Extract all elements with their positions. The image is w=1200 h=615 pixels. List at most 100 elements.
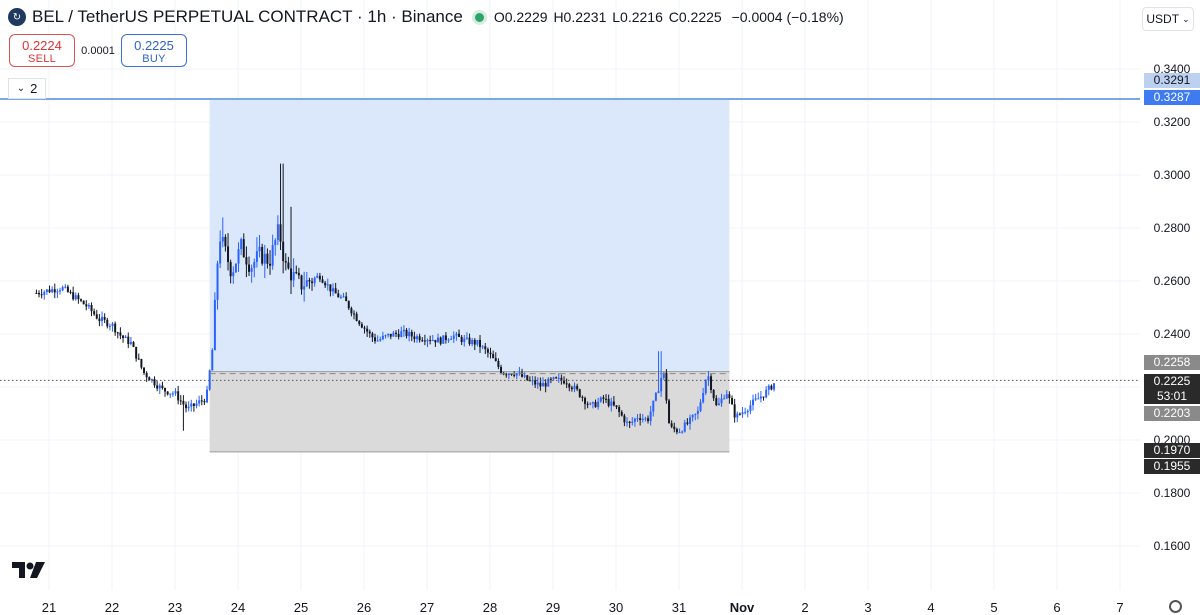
currency-selector[interactable]: USDT ⌄: [1142, 7, 1194, 31]
symbol-header: ↻ BEL / TetherUS PERPETUAL CONTRACT · 1h…: [8, 6, 846, 28]
candle-body: [376, 340, 379, 342]
price-axis[interactable]: 0.34000.32000.30000.28000.26000.24000.20…: [1142, 0, 1200, 590]
candle-body: [618, 407, 621, 412]
ohlc-low: L0.2216: [612, 9, 663, 25]
price-tick-label: 0.2400: [1154, 327, 1191, 341]
profit-zone[interactable]: [209, 98, 730, 372]
ohlc-close: C0.2225: [668, 9, 722, 25]
candle-body: [321, 279, 324, 283]
candle-body: [626, 421, 629, 423]
candle-body: [255, 251, 258, 262]
candle-body: [279, 224, 282, 242]
time-tick-label: 25: [294, 600, 308, 615]
candle-body: [311, 281, 314, 284]
candle-body: [200, 400, 203, 402]
price-tick-label: 0.3200: [1154, 115, 1191, 129]
candle-body: [521, 372, 524, 377]
candle-body: [473, 339, 476, 345]
candle-body: [620, 411, 623, 416]
candle-body: [182, 400, 185, 405]
candle-body: [405, 329, 408, 337]
symbol-title[interactable]: BEL / TetherUS PERPETUAL CONTRACT · 1h ·…: [32, 7, 463, 26]
candle-body: [547, 378, 550, 387]
candle-body: [423, 340, 426, 342]
candle-body: [686, 422, 689, 424]
candle-body: [526, 375, 529, 381]
candle-body: [303, 286, 306, 290]
candle-body: [668, 400, 671, 424]
candle-body: [444, 335, 447, 341]
candle-body: [565, 383, 568, 385]
candle-body: [245, 257, 248, 265]
candle-body: [704, 380, 707, 394]
candle-body: [326, 284, 329, 286]
candle-body: [221, 236, 224, 242]
time-axis[interactable]: 21 22 23 24 25 26 27 28 29 30 31 Nov 2 3 4 5 6 7: [42, 600, 1124, 615]
candle-body: [599, 397, 602, 402]
candle-body: [192, 403, 195, 406]
candle-body: [759, 396, 762, 399]
price-label-grey: 0.2203: [1144, 406, 1200, 421]
candle-body: [641, 418, 644, 421]
time-tick-label: 27: [420, 600, 434, 615]
trade-panel: 0.2224 SELL 0.0001 0.2225 BUY: [9, 34, 187, 67]
candle-body: [633, 418, 636, 422]
candle-body: [35, 292, 38, 294]
candle-body: [418, 336, 421, 341]
candle-body: [206, 389, 209, 403]
candle-body: [266, 253, 269, 264]
candle-body: [767, 385, 770, 390]
candle-body: [242, 239, 245, 258]
time-tick-label: 22: [105, 600, 119, 615]
candle-body: [458, 333, 461, 337]
candle-body: [177, 391, 180, 401]
candle-body: [250, 267, 253, 272]
ohlc-high: H0.2231: [553, 9, 607, 25]
candle-body: [544, 383, 547, 387]
candle-body: [654, 393, 657, 401]
sell-button[interactable]: 0.2224 SELL: [9, 34, 75, 67]
candle-body: [610, 401, 613, 406]
candle-body: [528, 380, 531, 382]
buy-button[interactable]: 0.2225 BUY: [121, 34, 187, 67]
candle-body: [38, 292, 41, 295]
indicators-toggle[interactable]: ⌄ 2: [8, 78, 46, 99]
candle-body: [770, 385, 773, 390]
buy-price: 0.2225: [134, 38, 174, 53]
time-tick-label: 23: [168, 600, 182, 615]
candle-body: [72, 292, 75, 300]
candle-body: [631, 421, 634, 423]
time-tick-label: 4: [927, 600, 934, 615]
time-tick-label: 7: [1116, 600, 1123, 615]
candle-body: [129, 342, 132, 344]
candle-body: [85, 304, 88, 307]
candle-body: [471, 339, 474, 345]
price-tick-label: 0.3000: [1154, 168, 1191, 182]
tradingview-logo-icon[interactable]: [12, 562, 46, 578]
candle-body: [479, 339, 482, 348]
candle-body: [87, 305, 90, 307]
candle-body: [765, 389, 768, 398]
loss-zone[interactable]: [209, 371, 730, 452]
chevron-down-icon: ⌄: [1182, 13, 1190, 24]
candle-body: [597, 401, 600, 408]
settings-gear-icon[interactable]: [1169, 600, 1182, 613]
candle-body: [158, 385, 161, 389]
position-zones[interactable]: [0, 97, 1140, 453]
candle-body: [77, 295, 80, 300]
time-tick-label: 29: [546, 600, 560, 615]
candle-body: [694, 413, 697, 415]
candle-body: [492, 354, 495, 359]
candle-body: [455, 333, 458, 336]
candle-body: [195, 403, 198, 406]
candle-body: [64, 286, 67, 288]
candle-body: [707, 376, 710, 381]
candle-body: [746, 410, 749, 413]
time-tick-label: 24: [231, 600, 245, 615]
candle-body: [744, 412, 747, 414]
candle-body: [773, 383, 776, 390]
candle-body: [69, 291, 72, 293]
candle-body: [374, 337, 377, 342]
candle-body: [51, 289, 54, 293]
